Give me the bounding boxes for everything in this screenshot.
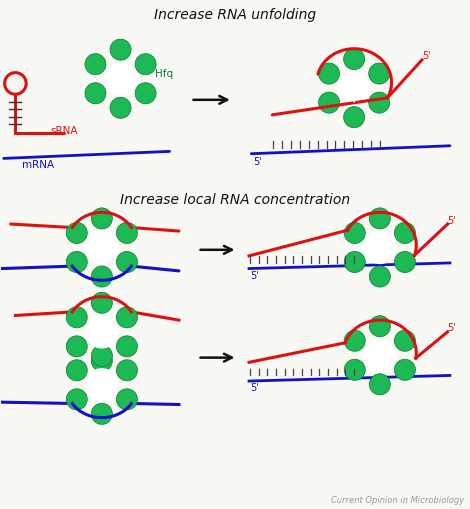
Circle shape (344, 222, 365, 243)
Circle shape (66, 336, 87, 357)
Circle shape (369, 374, 391, 395)
Circle shape (364, 340, 396, 371)
Text: 5': 5' (250, 271, 258, 281)
Circle shape (338, 72, 370, 104)
Text: 5': 5' (447, 323, 456, 333)
Circle shape (394, 359, 415, 380)
Circle shape (91, 292, 112, 314)
Circle shape (369, 208, 391, 229)
Polygon shape (367, 344, 393, 369)
Circle shape (117, 307, 137, 328)
Text: 5': 5' (447, 216, 456, 226)
Circle shape (110, 39, 131, 60)
Text: mRNA: mRNA (23, 160, 55, 170)
Circle shape (369, 92, 390, 113)
Circle shape (319, 63, 339, 84)
Polygon shape (89, 236, 115, 262)
Circle shape (91, 345, 112, 366)
Circle shape (86, 232, 118, 264)
Circle shape (85, 83, 106, 104)
Polygon shape (367, 236, 393, 262)
Circle shape (91, 403, 112, 425)
Text: sRNA: sRNA (50, 126, 78, 135)
Circle shape (105, 63, 136, 95)
Circle shape (66, 222, 87, 243)
Circle shape (117, 336, 137, 357)
Circle shape (135, 83, 156, 104)
Circle shape (394, 330, 415, 351)
Circle shape (66, 389, 87, 410)
Polygon shape (341, 77, 368, 102)
Circle shape (369, 316, 391, 337)
Circle shape (135, 53, 156, 75)
Circle shape (91, 350, 112, 372)
Circle shape (344, 106, 365, 128)
Text: 5': 5' (422, 50, 431, 61)
Text: 5': 5' (250, 383, 258, 393)
Circle shape (344, 48, 365, 70)
Circle shape (394, 222, 415, 243)
Polygon shape (89, 374, 115, 399)
Circle shape (369, 63, 390, 84)
Circle shape (66, 251, 87, 272)
Circle shape (91, 208, 112, 229)
Text: 5': 5' (253, 157, 261, 167)
Circle shape (344, 330, 365, 351)
Circle shape (117, 251, 137, 272)
Circle shape (86, 316, 118, 348)
Circle shape (369, 266, 391, 287)
Polygon shape (89, 321, 115, 346)
Circle shape (66, 307, 87, 328)
Circle shape (117, 360, 137, 381)
Circle shape (110, 97, 131, 118)
Circle shape (364, 232, 396, 264)
Circle shape (394, 251, 415, 272)
Circle shape (66, 360, 87, 381)
Text: Increase local RNA concentration: Increase local RNA concentration (120, 192, 350, 207)
Text: Hfq: Hfq (155, 69, 173, 79)
Circle shape (91, 266, 112, 287)
Polygon shape (107, 68, 134, 93)
Circle shape (86, 369, 118, 401)
Circle shape (117, 222, 137, 243)
Text: Increase RNA unfolding: Increase RNA unfolding (154, 9, 316, 22)
Circle shape (344, 359, 365, 380)
Circle shape (319, 92, 339, 113)
Circle shape (85, 53, 106, 75)
Circle shape (117, 389, 137, 410)
Circle shape (344, 251, 365, 272)
Text: Current Opinion in Microbiology: Current Opinion in Microbiology (331, 496, 464, 505)
